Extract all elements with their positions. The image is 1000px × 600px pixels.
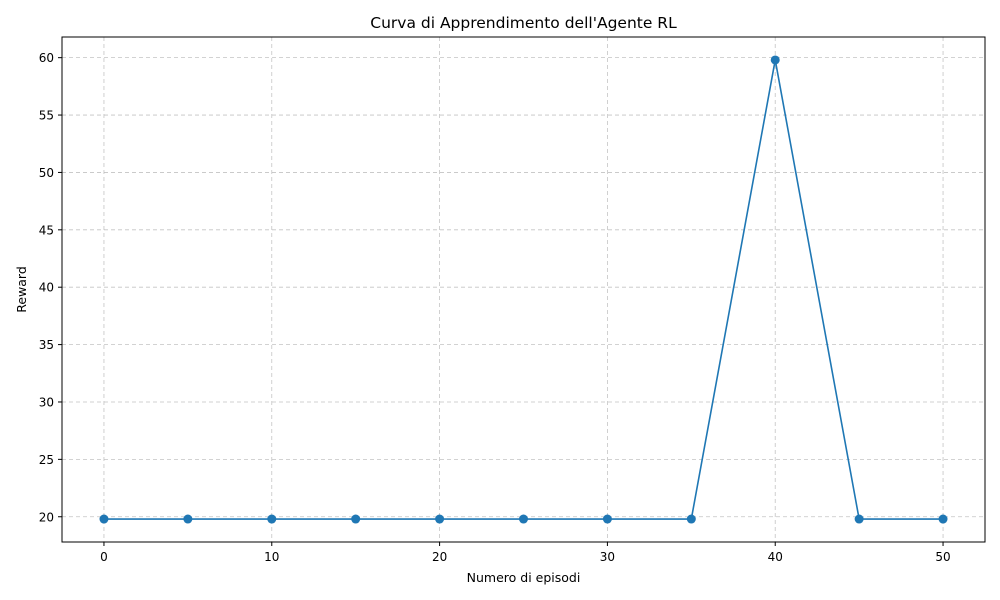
x-axis: 0 10 20 30 40 50 [100,542,951,564]
y-tick-label: 45 [39,223,54,237]
series-layer [99,55,948,524]
data-point [435,514,445,524]
x-tick-label: 20 [432,550,447,564]
data-point [183,514,193,524]
y-tick-label: 50 [39,166,54,180]
grid [62,37,985,542]
data-point [686,514,696,524]
x-axis-label: Numero di episodi [467,570,581,585]
y-axis-label: Reward [14,266,29,313]
data-point [602,514,612,524]
data-point [267,514,277,524]
x-tick-label: 40 [768,550,783,564]
y-tick-label: 20 [39,510,54,524]
x-tick-label: 10 [264,550,279,564]
x-tick-label: 0 [100,550,108,564]
data-point [519,514,528,524]
series-line [103,59,944,520]
data-point [854,514,864,524]
y-axis: 20 25 30 35 40 45 50 55 60 [39,51,62,524]
x-tick-label: 50 [935,550,950,564]
data-point [770,55,780,65]
data-point [938,514,948,524]
x-tick-label: 30 [600,550,615,564]
y-tick-label: 25 [39,453,54,467]
y-tick-label: 40 [39,281,54,295]
data-point [351,514,361,524]
y-tick-label: 55 [39,109,54,123]
y-tick-label: 35 [39,338,54,352]
y-tick-label: 60 [39,51,54,65]
plot-frame [61,36,986,543]
chart-title: Curva di Apprendimento dell'Agente RL [370,14,677,32]
y-tick-label: 30 [39,395,54,409]
data-point [99,514,109,524]
